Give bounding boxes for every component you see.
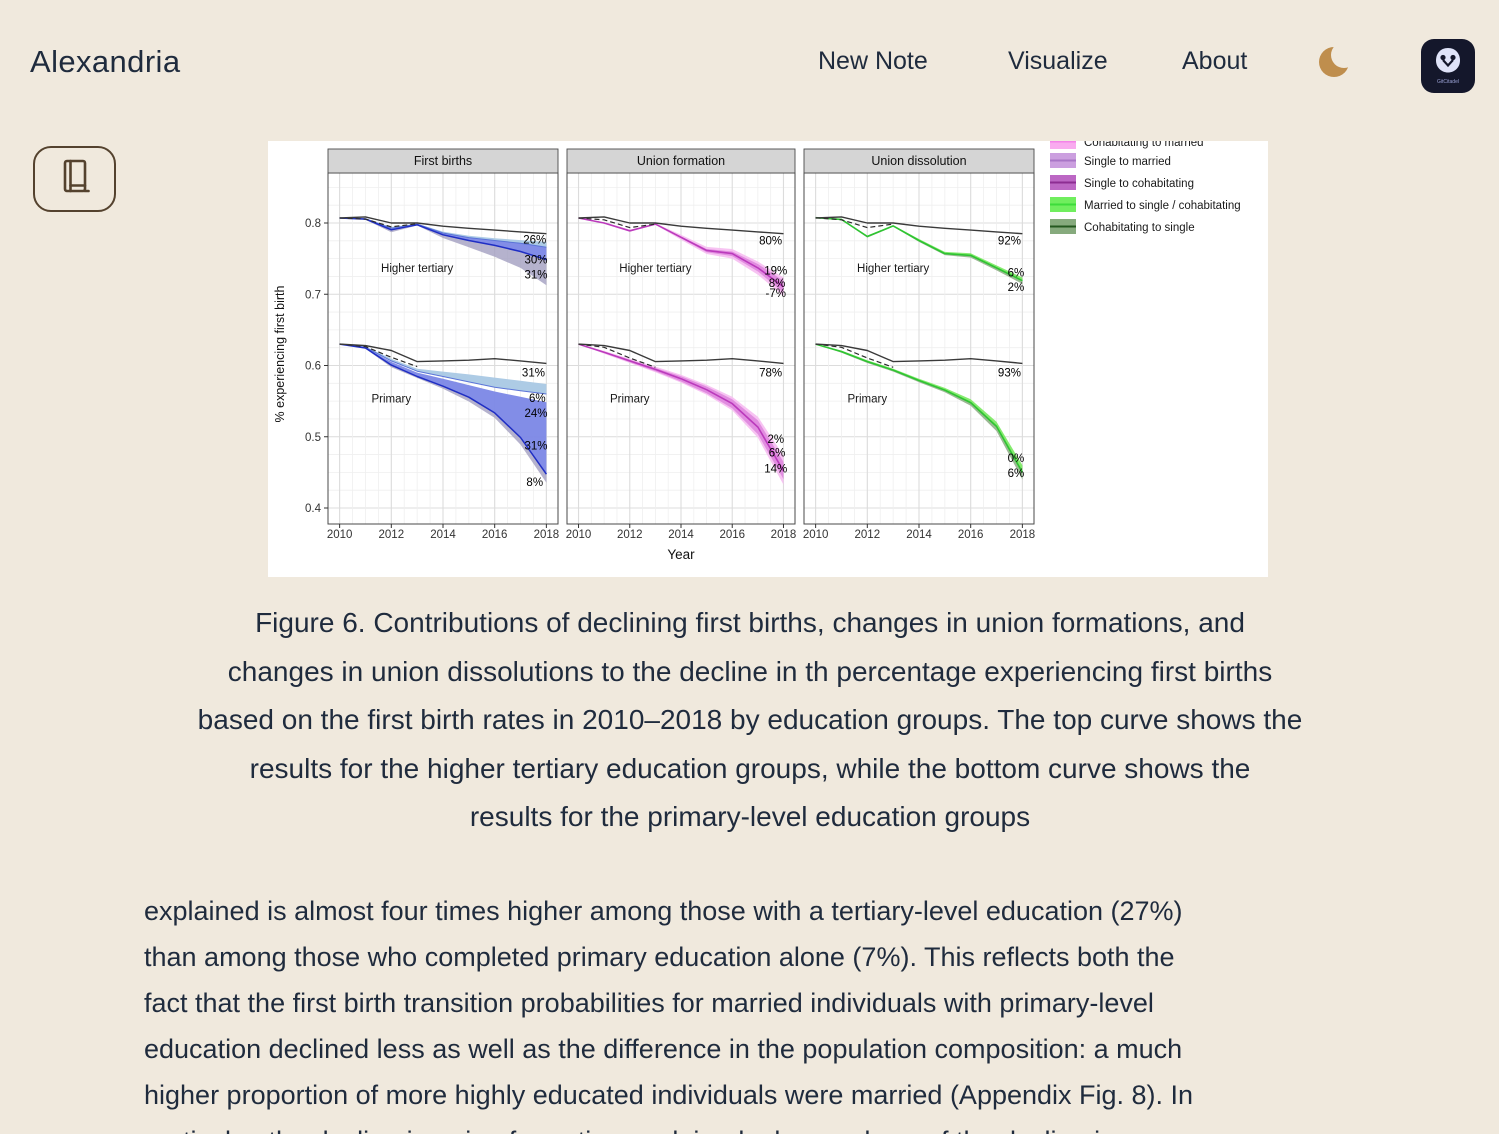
svg-text:Primary: Primary: [848, 393, 888, 405]
svg-text:30%: 30%: [525, 254, 548, 266]
svg-text:24%: 24%: [525, 408, 548, 420]
svg-text:2012: 2012: [855, 529, 881, 541]
svg-text:Higher tertiary: Higher tertiary: [381, 263, 453, 275]
svg-text:2018: 2018: [771, 529, 797, 541]
svg-text:0%: 0%: [1008, 453, 1025, 465]
svg-text:Primary: Primary: [372, 393, 412, 405]
svg-text:Union formation: Union formation: [637, 154, 725, 168]
svg-text:6%: 6%: [769, 447, 786, 459]
svg-text:6%: 6%: [529, 393, 546, 405]
svg-text:0.5: 0.5: [305, 432, 321, 444]
svg-text:6%: 6%: [1008, 468, 1025, 480]
svg-text:2014: 2014: [430, 529, 456, 541]
figure-image: Higher tertiary 26% 30% 31% Primary 31% 6% 24% 3…: [268, 141, 1268, 577]
gitcitadel-logo[interactable]: GitCitadel: [1421, 39, 1475, 93]
svg-text:2%: 2%: [1008, 282, 1025, 294]
svg-text:93%: 93%: [998, 367, 1021, 379]
svg-text:2012: 2012: [379, 529, 405, 541]
svg-text:2010: 2010: [803, 529, 829, 541]
svg-text:Cohabitating to married: Cohabitating to married: [1084, 141, 1204, 149]
svg-text:First births: First births: [414, 154, 472, 168]
svg-text:2016: 2016: [958, 529, 984, 541]
svg-text:-7%: -7%: [766, 288, 786, 300]
svg-text:6%: 6%: [1008, 268, 1025, 280]
reader-mode-button[interactable]: [33, 146, 116, 212]
svg-text:0.8: 0.8: [305, 218, 321, 230]
moon-icon: [1316, 42, 1358, 85]
svg-text:Higher tertiary: Higher tertiary: [619, 263, 691, 275]
svg-text:Married to single / cohabitati: Married to single / cohabitating: [1084, 200, 1241, 212]
svg-text:2%: 2%: [767, 434, 784, 446]
nav-visualize[interactable]: Visualize: [1008, 47, 1108, 75]
svg-text:2014: 2014: [668, 529, 694, 541]
svg-text:26%: 26%: [523, 235, 546, 247]
svg-text:92%: 92%: [998, 235, 1021, 247]
svg-text:2010: 2010: [327, 529, 353, 541]
figure-caption: Figure 6. Contributions of declining fir…: [197, 607, 1303, 833]
svg-text:0.7: 0.7: [305, 289, 321, 301]
svg-text:8%: 8%: [769, 278, 786, 290]
svg-text:Single to married: Single to married: [1084, 156, 1171, 168]
svg-text:2016: 2016: [482, 529, 508, 541]
article-paragraph: explained is almost four times higher am…: [144, 896, 1194, 1134]
svg-text:Year: Year: [667, 547, 695, 562]
svg-text:% experiencing first birth: % experiencing first birth: [273, 286, 287, 423]
svg-text:2012: 2012: [617, 529, 643, 541]
svg-text:Cohabitating to single: Cohabitating to single: [1084, 222, 1195, 234]
svg-text:0.6: 0.6: [305, 361, 321, 373]
svg-text:Union dissolution: Union dissolution: [871, 154, 966, 168]
svg-text:19%: 19%: [764, 265, 787, 277]
book-icon: [54, 155, 96, 204]
svg-text:2016: 2016: [719, 529, 745, 541]
svg-text:2018: 2018: [534, 529, 560, 541]
svg-text:Primary: Primary: [610, 393, 650, 405]
nav-about[interactable]: About: [1182, 47, 1248, 75]
svg-text:14%: 14%: [764, 463, 787, 475]
brand-title[interactable]: Alexandria: [30, 44, 181, 79]
svg-text:8%: 8%: [526, 477, 543, 489]
gitcitadel-logo-text: GitCitadel: [1437, 79, 1459, 85]
figure-chart-svg: Higher tertiary 26% 30% 31% Primary 31% 6% 24% 3…: [268, 141, 1268, 577]
svg-text:2014: 2014: [906, 529, 932, 541]
svg-text:Higher tertiary: Higher tertiary: [857, 263, 929, 275]
svg-text:Single to cohabitating: Single to cohabitating: [1084, 178, 1194, 190]
svg-text:0.4: 0.4: [305, 503, 322, 515]
svg-text:78%: 78%: [759, 367, 782, 379]
nav-new-note[interactable]: New Note: [818, 47, 928, 75]
gitcitadel-shield-icon: [1433, 47, 1463, 79]
theme-toggle-button[interactable]: [1316, 40, 1358, 82]
svg-text:31%: 31%: [522, 367, 545, 379]
svg-text:31%: 31%: [525, 270, 548, 282]
svg-text:31%: 31%: [525, 440, 548, 452]
svg-text:2010: 2010: [566, 529, 592, 541]
svg-text:80%: 80%: [759, 235, 782, 247]
svg-text:2018: 2018: [1010, 529, 1036, 541]
